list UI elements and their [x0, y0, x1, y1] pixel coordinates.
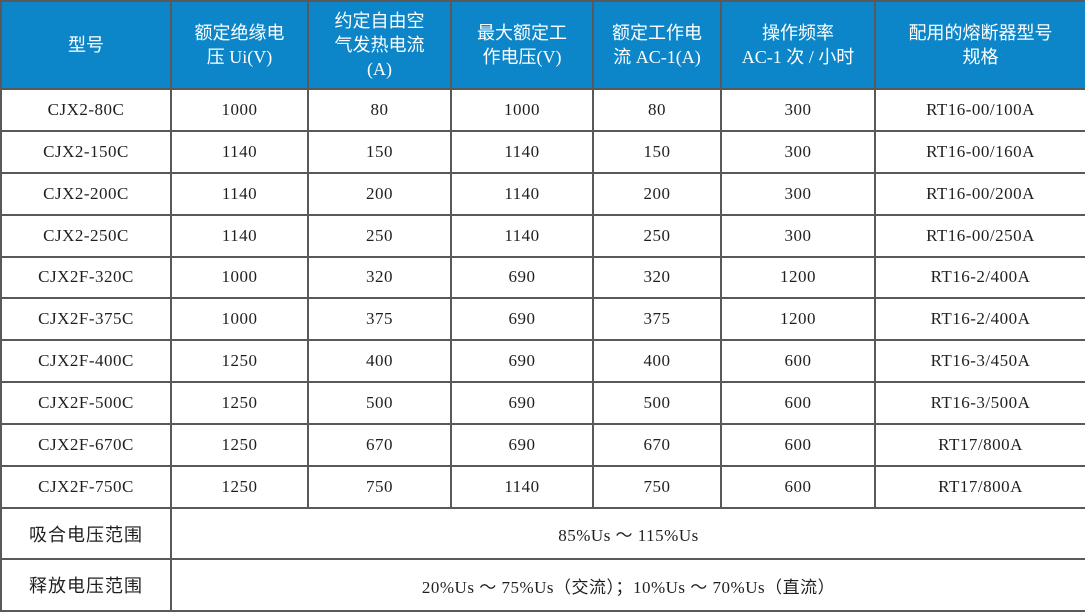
value-cell: 1140	[450, 171, 594, 216]
value-cell: 375	[307, 297, 452, 342]
pickup-voltage-row: 吸合电压范围 85%Us ～ 115%Us	[0, 506, 1085, 561]
value-cell: RT16-00/200A	[874, 171, 1085, 216]
value-cell: RT17/800A	[874, 464, 1085, 509]
table-row: CJX2-80C 1000 80 1000 80 300 RT16-00/100A	[0, 88, 1085, 132]
table-row: CJX2-200C 1140 200 1140 200 300 RT16-00/200A	[0, 171, 1085, 216]
value-cell: 600	[720, 381, 876, 425]
value-cell: 670	[592, 423, 722, 467]
value-cell: 1000	[170, 297, 309, 342]
value-cell: 500	[592, 381, 722, 425]
value-cell: 690	[450, 255, 594, 300]
pickup-voltage-value: 85%Us ～ 115%Us	[170, 506, 1085, 561]
value-cell: 500	[307, 381, 452, 425]
value-cell: 1000	[170, 255, 309, 300]
value-cell: 300	[720, 171, 876, 216]
value-cell: 690	[450, 381, 594, 425]
release-voltage-value: 20%Us ～ 75%Us（交流）；10%Us ～ 70%Us（直流）	[170, 558, 1085, 612]
value-cell: 200	[592, 171, 722, 216]
model-cell: CJX2F-400C	[0, 339, 172, 384]
value-cell: 750	[307, 464, 452, 509]
value-cell: 670	[307, 423, 452, 467]
table-footer: 吸合电压范围 85%Us ～ 115%Us 释放电压范围 20%Us ～ 75%…	[0, 506, 1085, 612]
value-cell: 1140	[450, 464, 594, 509]
header-row: 型号 额定绝缘电 压 Ui(V) 约定自由空 气发热电流 (A) 最大额定工 作电压(…	[0, 0, 1085, 90]
table-body: CJX2-80C 1000 80 1000 80 300 RT16-00/100A CJX2-…	[0, 88, 1085, 509]
value-cell: 600	[720, 339, 876, 384]
table-row: CJX2F-500C 1250 500 690 500 600 RT16-3/500A	[0, 381, 1085, 425]
model-cell: CJX2-80C	[0, 88, 172, 132]
value-cell: 1250	[170, 339, 309, 384]
value-cell: 690	[450, 339, 594, 384]
value-cell: 80	[307, 88, 452, 132]
release-voltage-row: 释放电压范围 20%Us ～ 75%Us（交流）；10%Us ～ 70%Us（直…	[0, 558, 1085, 612]
model-cell: CJX2-150C	[0, 129, 172, 174]
value-cell: 1140	[170, 213, 309, 258]
value-cell: 1250	[170, 381, 309, 425]
value-cell: 1140	[450, 213, 594, 258]
value-cell: 150	[592, 129, 722, 174]
model-cell: CJX2F-375C	[0, 297, 172, 342]
model-cell: CJX2F-320C	[0, 255, 172, 300]
value-cell: 1200	[720, 255, 876, 300]
value-cell: 1000	[450, 88, 594, 132]
value-cell: 690	[450, 297, 594, 342]
table-row: CJX2F-750C 1250 750 1140 750 600 RT17/800A	[0, 464, 1085, 509]
value-cell: RT16-00/160A	[874, 129, 1085, 174]
table-row: CJX2-150C 1140 150 1140 150 300 RT16-00/160A	[0, 129, 1085, 174]
value-cell: 600	[720, 464, 876, 509]
release-voltage-label: 释放电压范围	[0, 558, 172, 612]
column-header-5: 操作频率 AC-1 次 / 小时	[720, 0, 876, 90]
model-cell: CJX2F-670C	[0, 423, 172, 467]
value-cell: RT16-00/250A	[874, 213, 1085, 258]
value-cell: 200	[307, 171, 452, 216]
column-header-1: 额定绝缘电 压 Ui(V)	[170, 0, 309, 90]
model-cell: CJX2-200C	[0, 171, 172, 216]
model-cell: CJX2F-500C	[0, 381, 172, 425]
column-header-6: 配用的熔断器型号 规格	[874, 0, 1085, 90]
value-cell: 300	[720, 88, 876, 132]
value-cell: 300	[720, 129, 876, 174]
value-cell: 690	[450, 423, 594, 467]
value-cell: 320	[307, 255, 452, 300]
model-cell: CJX2F-750C	[0, 464, 172, 509]
value-cell: 1000	[170, 88, 309, 132]
value-cell: RT16-00/100A	[874, 88, 1085, 132]
value-cell: RT16-3/450A	[874, 339, 1085, 384]
value-cell: 1250	[170, 464, 309, 509]
table-row: CJX2F-670C 1250 670 690 670 600 RT17/800A	[0, 423, 1085, 467]
value-cell: 1140	[170, 171, 309, 216]
column-header-4: 额定工作电 流 AC-1(A)	[592, 0, 722, 90]
table-row: CJX2F-375C 1000 375 690 375 1200 RT16-2/400A	[0, 297, 1085, 342]
value-cell: 1140	[170, 129, 309, 174]
value-cell: 80	[592, 88, 722, 132]
table-row: CJX2F-400C 1250 400 690 400 600 RT16-3/450A	[0, 339, 1085, 384]
value-cell: 150	[307, 129, 452, 174]
value-cell: 1140	[450, 129, 594, 174]
value-cell: 600	[720, 423, 876, 467]
table-header: 型号 额定绝缘电 压 Ui(V) 约定自由空 气发热电流 (A) 最大额定工 作电压(…	[0, 0, 1085, 90]
value-cell: 300	[720, 213, 876, 258]
value-cell: RT17/800A	[874, 423, 1085, 467]
value-cell: 320	[592, 255, 722, 300]
value-cell: RT16-2/400A	[874, 297, 1085, 342]
value-cell: RT16-3/500A	[874, 381, 1085, 425]
value-cell: 375	[592, 297, 722, 342]
value-cell: 1200	[720, 297, 876, 342]
column-header-2: 约定自由空 气发热电流 (A)	[307, 0, 452, 90]
column-header-3: 最大额定工 作电压(V)	[450, 0, 594, 90]
table-row: CJX2F-320C 1000 320 690 320 1200 RT16-2/400A	[0, 255, 1085, 300]
table-row: CJX2-250C 1140 250 1140 250 300 RT16-00/250A	[0, 213, 1085, 258]
model-cell: CJX2-250C	[0, 213, 172, 258]
column-header-0: 型号	[0, 0, 172, 90]
value-cell: 400	[592, 339, 722, 384]
value-cell: 750	[592, 464, 722, 509]
value-cell: 250	[307, 213, 452, 258]
value-cell: 1250	[170, 423, 309, 467]
value-cell: RT16-2/400A	[874, 255, 1085, 300]
value-cell: 400	[307, 339, 452, 384]
pickup-voltage-label: 吸合电压范围	[0, 506, 172, 561]
value-cell: 250	[592, 213, 722, 258]
